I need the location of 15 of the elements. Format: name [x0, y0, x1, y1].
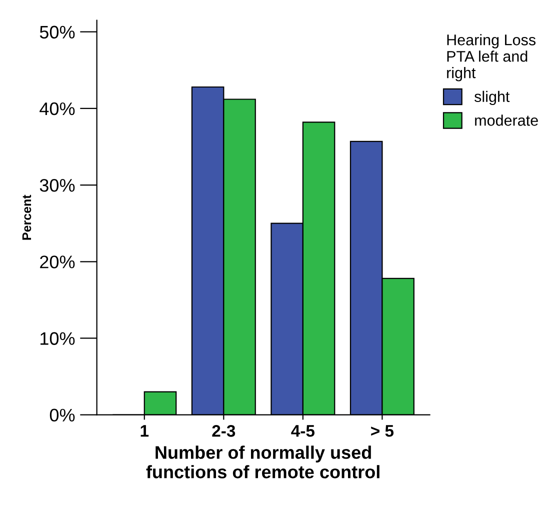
- legend-label: slight: [474, 90, 510, 106]
- y-tick-label: 30%: [40, 178, 75, 192]
- x-tick-label: 4-5: [291, 425, 315, 437]
- y-tick-label: 0%: [50, 408, 75, 422]
- y-tick-label: 20%: [40, 256, 75, 268]
- x-tick-label: 1: [140, 425, 149, 437]
- y-tick-label: 50%: [40, 26, 75, 39]
- y-tick-label: 10%: [40, 332, 75, 345]
- y-tick-label: 40%: [40, 102, 75, 116]
- x-axis-title: Number of normally used functions of remote control: [146, 446, 380, 478]
- x-tick-label: > 5: [371, 425, 394, 437]
- legend-label: moderate: [475, 114, 538, 126]
- x-tick-label: 2-3: [212, 424, 236, 437]
- y-axis-title: Percent: [22, 194, 32, 240]
- legend-title: Hearing Loss PTA left and right: [447, 34, 536, 82]
